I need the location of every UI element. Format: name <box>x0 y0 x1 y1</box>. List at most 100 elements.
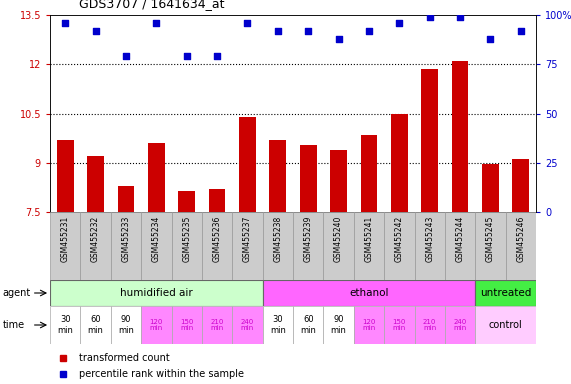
Text: GSM455246: GSM455246 <box>516 215 525 262</box>
Bar <box>354 306 384 344</box>
Bar <box>452 61 468 212</box>
Text: 30
min: 30 min <box>57 315 73 335</box>
Bar <box>445 212 475 280</box>
Text: 210
min: 210 min <box>210 318 224 331</box>
Text: 240
min: 240 min <box>453 318 467 331</box>
Text: 30
min: 30 min <box>270 315 286 335</box>
Bar <box>141 212 171 280</box>
Bar <box>384 212 415 280</box>
Bar <box>239 117 256 212</box>
Bar <box>323 306 354 344</box>
Bar <box>482 164 499 212</box>
Text: 210
min: 210 min <box>423 318 436 331</box>
Text: control: control <box>489 320 522 330</box>
Point <box>304 28 313 34</box>
Text: time: time <box>3 320 25 330</box>
Text: GSM455242: GSM455242 <box>395 215 404 262</box>
Bar <box>81 212 111 280</box>
Text: 60
min: 60 min <box>87 315 103 335</box>
Bar <box>415 212 445 280</box>
Bar <box>330 150 347 212</box>
Text: 120
min: 120 min <box>150 318 163 331</box>
Point <box>91 28 100 34</box>
Bar <box>118 186 134 212</box>
Bar <box>506 212 536 280</box>
Point <box>61 20 70 26</box>
Text: GSM455245: GSM455245 <box>486 215 495 262</box>
Bar <box>512 159 529 212</box>
Text: agent: agent <box>3 288 31 298</box>
Text: GSM455236: GSM455236 <box>212 215 222 262</box>
Point <box>364 28 373 34</box>
Bar <box>232 306 263 344</box>
Text: transformed count: transformed count <box>79 353 169 363</box>
Text: GSM455240: GSM455240 <box>334 215 343 262</box>
Bar <box>475 306 536 344</box>
Bar <box>141 306 171 344</box>
Bar <box>111 306 141 344</box>
Text: 90
min: 90 min <box>331 315 347 335</box>
Bar <box>209 189 226 212</box>
Text: GSM455244: GSM455244 <box>456 215 465 262</box>
Text: GSM455234: GSM455234 <box>152 215 161 262</box>
Text: GDS3707 / 1641634_at: GDS3707 / 1641634_at <box>79 0 224 10</box>
Bar <box>384 306 415 344</box>
Text: GSM455241: GSM455241 <box>364 215 373 262</box>
Text: 240
min: 240 min <box>241 318 254 331</box>
Bar <box>171 212 202 280</box>
Text: untreated: untreated <box>480 288 531 298</box>
Text: GSM455239: GSM455239 <box>304 215 313 262</box>
Bar <box>50 306 81 344</box>
Bar <box>263 212 293 280</box>
Point <box>456 14 465 20</box>
Point <box>212 53 222 60</box>
Bar <box>475 280 536 306</box>
Bar <box>202 306 232 344</box>
Bar <box>87 156 104 212</box>
Text: GSM455233: GSM455233 <box>122 215 130 262</box>
Bar <box>81 306 111 344</box>
Text: GSM455238: GSM455238 <box>274 215 282 262</box>
Point <box>152 20 161 26</box>
Text: 150
min: 150 min <box>180 318 194 331</box>
Bar <box>354 212 384 280</box>
Text: percentile rank within the sample: percentile rank within the sample <box>79 369 244 379</box>
Bar <box>148 143 164 212</box>
Text: humidified air: humidified air <box>120 288 192 298</box>
Point <box>334 36 343 42</box>
Bar <box>50 280 263 306</box>
Point <box>486 36 495 42</box>
Bar <box>293 212 323 280</box>
Point <box>425 14 435 20</box>
Bar <box>421 69 438 212</box>
Bar <box>178 191 195 212</box>
Point <box>274 28 283 34</box>
Text: 60
min: 60 min <box>300 315 316 335</box>
Text: 150
min: 150 min <box>393 318 406 331</box>
Point <box>182 53 191 60</box>
Bar <box>445 306 475 344</box>
Bar <box>57 140 74 212</box>
Bar <box>111 212 141 280</box>
Bar <box>171 306 202 344</box>
Text: GSM455243: GSM455243 <box>425 215 434 262</box>
Bar <box>475 212 506 280</box>
Bar <box>202 212 232 280</box>
Text: GSM455231: GSM455231 <box>61 215 70 262</box>
Bar <box>391 114 408 212</box>
Text: 90
min: 90 min <box>118 315 134 335</box>
Bar <box>263 280 475 306</box>
Text: GSM455235: GSM455235 <box>182 215 191 262</box>
Bar <box>415 306 445 344</box>
Bar <box>263 306 293 344</box>
Point <box>243 20 252 26</box>
Point <box>122 53 131 60</box>
Bar <box>360 135 377 212</box>
Text: GSM455237: GSM455237 <box>243 215 252 262</box>
Text: 120
min: 120 min <box>362 318 376 331</box>
Point <box>516 28 525 34</box>
Bar <box>300 145 316 212</box>
Bar <box>232 212 263 280</box>
Text: GSM455232: GSM455232 <box>91 215 100 262</box>
Bar <box>293 306 323 344</box>
